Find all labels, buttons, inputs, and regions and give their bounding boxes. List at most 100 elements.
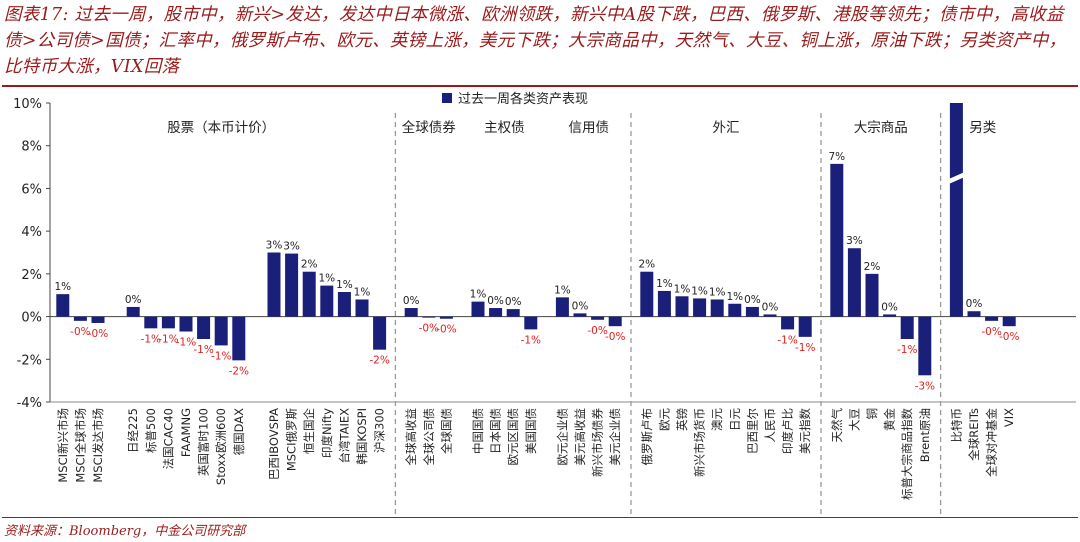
- x-tick-label: Stoxx欧洲600: [214, 408, 228, 485]
- x-tick-label: 全球国债: [439, 408, 453, 454]
- bar: [830, 163, 844, 317]
- x-tick-label: 法国CAC40: [161, 408, 175, 469]
- bar: [285, 253, 299, 317]
- title-rule: [2, 85, 1078, 87]
- y-tick-label: 10%: [13, 97, 42, 112]
- source-rule: [2, 517, 1078, 518]
- data-label: 0%: [966, 298, 983, 310]
- x-tick-label: 美元企业债: [608, 408, 622, 466]
- bar: [197, 316, 211, 339]
- bar: [693, 298, 707, 317]
- labels: 1% MSCI新兴市场 -0% MSCI全球市场 -0% MSCI发达市场 0% 日经225 -…: [54, 119, 1019, 500]
- bar: [555, 297, 569, 317]
- bar: [404, 308, 418, 317]
- data-label: 0%: [744, 294, 761, 306]
- y-tick-label: -4%: [17, 396, 42, 411]
- data-label: 1%: [336, 279, 353, 291]
- data-label: 1%: [354, 286, 371, 298]
- x-tick-label: 韩国KOSPI: [355, 408, 369, 465]
- data-label: -1%: [777, 334, 797, 346]
- bar: [73, 316, 87, 321]
- bar: [439, 316, 453, 319]
- x-tick-label: VIX: [1002, 408, 1016, 427]
- x-tick-label: 比特币: [949, 408, 963, 443]
- group-label: 全球债券: [402, 119, 456, 136]
- data-label: 3%: [266, 240, 283, 252]
- group-label: 股票（本币计价）: [167, 120, 275, 136]
- data-label: 1%: [318, 273, 335, 285]
- x-tick-label: 印度卢比: [781, 408, 795, 454]
- data-label: 0%: [881, 301, 898, 313]
- x-tick-label: 巴西IBOVSPA: [267, 408, 281, 480]
- bar: [355, 299, 369, 317]
- bar: [798, 316, 812, 337]
- data-label: 1%: [554, 284, 571, 296]
- x-tick-label: 黄金: [883, 408, 897, 431]
- bar: [745, 306, 759, 317]
- y-tick-label: 4%: [21, 225, 42, 240]
- data-label: -1%: [897, 344, 917, 356]
- bar: [422, 316, 436, 318]
- bar: [985, 316, 999, 321]
- data-label: 3%: [283, 241, 300, 253]
- y-tick-label: 0%: [21, 311, 42, 326]
- x-tick-label: MSCI发达市场: [91, 408, 105, 483]
- x-tick-label: 德国DAX: [232, 408, 246, 456]
- y-tick-label: 6%: [21, 182, 42, 197]
- data-label: -1%: [521, 334, 541, 346]
- y-tick-label: -2%: [17, 353, 42, 368]
- data-label: 2%: [864, 261, 881, 273]
- data-label: -3%: [915, 380, 935, 392]
- x-tick-label: 欧元区国债: [506, 408, 520, 466]
- data-label: 1%: [470, 289, 487, 301]
- data-label: 0%: [505, 296, 522, 308]
- data-label: -0%: [419, 323, 439, 335]
- x-tick-label: 全球公司债: [422, 408, 436, 466]
- x-tick-label: 英国富时100: [197, 408, 211, 476]
- x-tick-label: 全球对冲基金: [985, 408, 999, 477]
- data-label: -1%: [176, 337, 196, 349]
- bars: [56, 103, 1016, 376]
- bar: [1002, 316, 1016, 327]
- bar: [267, 252, 281, 317]
- x-tick-label: 英镑: [675, 408, 689, 431]
- bar: [302, 271, 316, 317]
- x-tick-label: 台湾TAIEX: [337, 408, 351, 464]
- y-tick-label: 2%: [21, 268, 42, 283]
- legend: 过去一周各类资产表现: [442, 91, 588, 107]
- x-tick-label: 全球REITs: [967, 408, 981, 461]
- bar: [640, 271, 654, 317]
- data-label: 0%: [403, 295, 420, 307]
- bar: [847, 248, 861, 317]
- x-tick-label: 中国国债: [471, 408, 485, 454]
- legend-label: 过去一周各类资产表现: [458, 91, 588, 107]
- data-label: 1%: [674, 283, 691, 295]
- data-label: -0%: [587, 325, 607, 337]
- data-label: 1%: [54, 281, 71, 293]
- group-label: 信用债: [569, 120, 610, 136]
- bar: [949, 103, 963, 317]
- x-tick-label: 印度Nifty: [320, 408, 334, 458]
- bar: [506, 309, 520, 317]
- bar: [214, 316, 228, 346]
- x-tick-label: 恒生国企: [302, 408, 316, 454]
- data-label: 1%: [726, 291, 743, 303]
- bar: [573, 313, 587, 317]
- data-label: -1%: [211, 350, 231, 362]
- x-tick-label: 日元: [728, 408, 742, 431]
- bar: [179, 316, 193, 332]
- data-label: -0%: [88, 328, 108, 340]
- data-label: 0%: [487, 295, 504, 307]
- bar: [56, 294, 70, 317]
- x-tick-label: 欧元: [657, 408, 671, 431]
- data-label: 0%: [572, 300, 589, 312]
- bar: [900, 316, 914, 339]
- x-tick-label: 天然气: [830, 408, 844, 443]
- data-label: 1%: [691, 285, 708, 297]
- bar: [232, 316, 246, 361]
- x-tick-label: 巴西里尔: [745, 408, 759, 454]
- data-label: 2%: [638, 259, 655, 271]
- data-label: 1%: [656, 278, 673, 290]
- figure-title: 图表17: 过去一周，股市中，新兴>发达，发达中日本微涨、欧洲领跌，新兴中A股下…: [4, 5, 1067, 77]
- bar: [763, 314, 777, 317]
